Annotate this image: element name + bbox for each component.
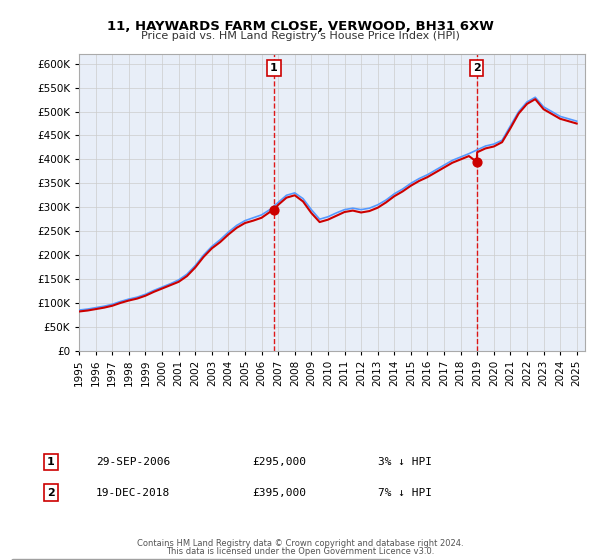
Legend: 11, HAYWARDS FARM CLOSE, VERWOOD, BH31 6XW (detached house), HPI: Average price,: 11, HAYWARDS FARM CLOSE, VERWOOD, BH31 6… [11,559,390,560]
Text: 29-SEP-2006: 29-SEP-2006 [96,457,170,467]
Point [472,157,481,166]
Text: £395,000: £395,000 [252,488,306,498]
Text: 3% ↓ HPI: 3% ↓ HPI [378,457,432,467]
Text: Contains HM Land Registry data © Crown copyright and database right 2024.: Contains HM Land Registry data © Crown c… [137,539,463,548]
Text: Price paid vs. HM Land Registry's House Price Index (HPI): Price paid vs. HM Land Registry's House … [140,31,460,41]
Text: 2: 2 [47,488,55,498]
Text: £295,000: £295,000 [252,457,306,467]
Text: 19-DEC-2018: 19-DEC-2018 [96,488,170,498]
Text: 7% ↓ HPI: 7% ↓ HPI [378,488,432,498]
Text: This data is licensed under the Open Government Licence v3.0.: This data is licensed under the Open Gov… [166,547,434,556]
Text: 1: 1 [47,457,55,467]
Text: 11, HAYWARDS FARM CLOSE, VERWOOD, BH31 6XW: 11, HAYWARDS FARM CLOSE, VERWOOD, BH31 6… [107,20,493,32]
Text: 2: 2 [473,63,481,73]
Point [269,205,279,214]
Text: 1: 1 [270,63,278,73]
